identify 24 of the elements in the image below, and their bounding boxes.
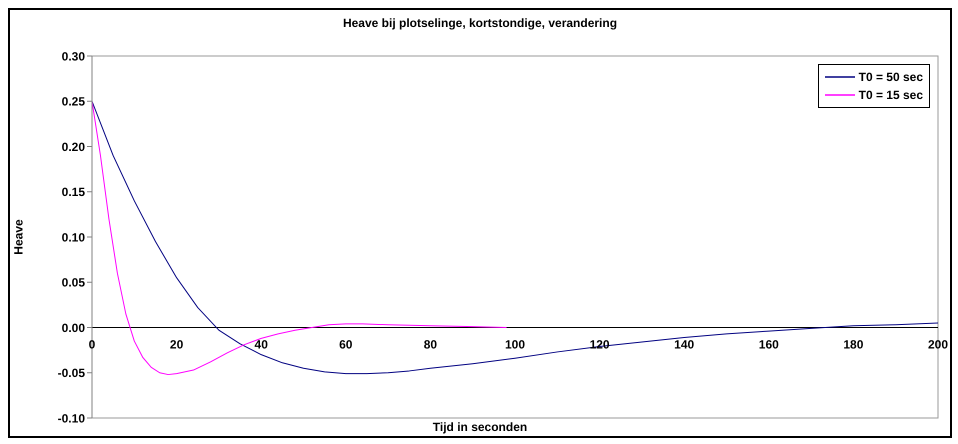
x-tick-label: 40	[254, 338, 268, 352]
chart-title: Heave bij plotselinge, kortstondige, verandering	[342, 16, 618, 30]
x-tick-label: 140	[674, 338, 695, 352]
x-tick-label: 160	[758, 338, 780, 352]
legend-label: T0 = 50 sec	[858, 69, 923, 86]
y-tick-label: 0.30	[62, 49, 86, 64]
y-tick-label: 0.00	[62, 320, 86, 335]
x-tick-label: 0	[88, 338, 96, 352]
x-tick-label: 80	[424, 338, 438, 352]
y-tick-label: -0.10	[58, 411, 86, 426]
y-tick-label: 0.10	[62, 230, 86, 244]
y-tick-label: 0.25	[62, 94, 86, 109]
x-tick-label: 180	[843, 338, 864, 352]
x-axis-title: Tijd in seconden	[432, 420, 528, 434]
x-tick-label: 100	[504, 338, 526, 352]
y-tick-label: 0.05	[62, 276, 86, 290]
y-tick-label: -0.05	[58, 366, 86, 380]
y-tick-label: 0.15	[62, 185, 86, 200]
x-tick-label: 200	[928, 338, 948, 352]
x-tick-label: 60	[339, 338, 353, 352]
x-tick-label: 20	[170, 338, 184, 352]
y-axis-title: Heave	[11, 219, 26, 255]
y-tick-label: 0.20	[62, 140, 86, 154]
legend-label: T0 = 15 sec	[858, 87, 923, 104]
